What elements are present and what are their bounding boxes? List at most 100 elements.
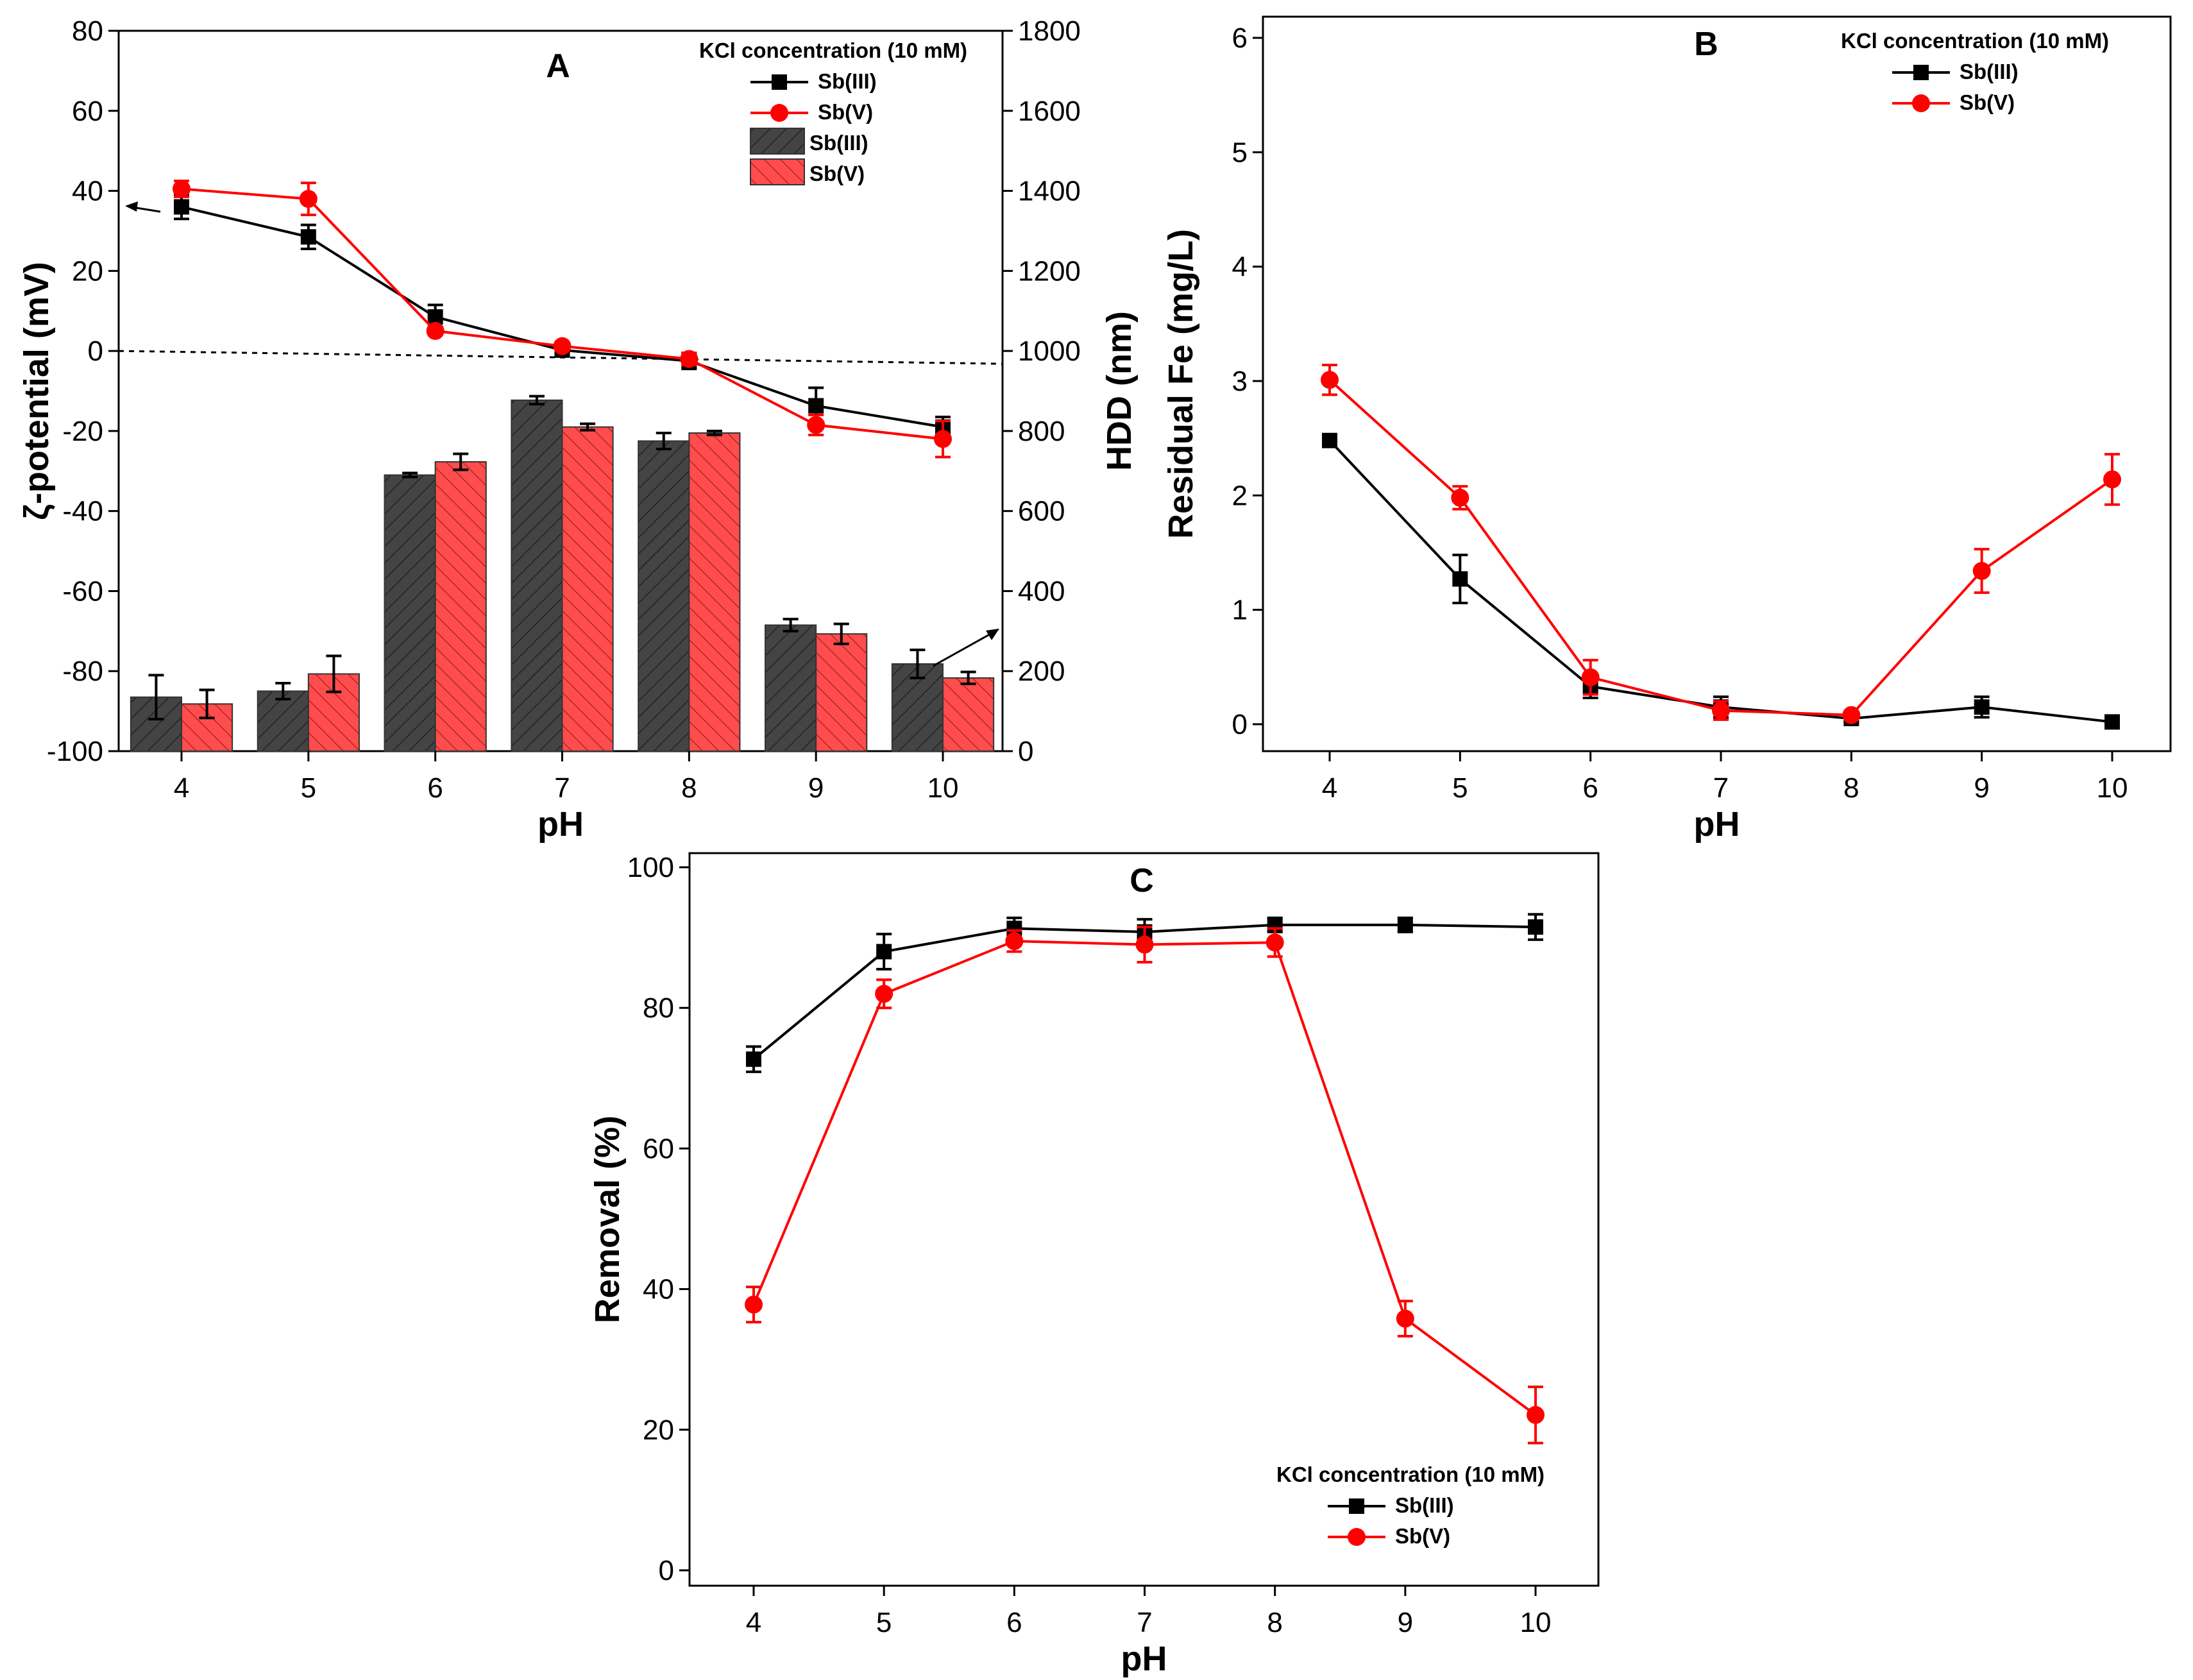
y2-tick-label: 400 [1018,575,1065,607]
point-sbv-ph9 [1972,562,1991,581]
bar-error-bar [275,681,291,700]
y2-tick-label: 1800 [1018,15,1081,47]
point-sbv-ph8 [680,350,699,368]
bar-error-bar [783,618,799,632]
bar-error-bar [910,649,926,679]
panel-c-removal: 0 20 40 60 80 100 4 5 6 7 8 9 10 pH Removal (%) C KCl co… [588,852,1600,1678]
y-axis-label: Removal (%) [588,1116,627,1323]
point-sbv-ph6 [426,321,445,340]
line-sbv [1328,378,2113,717]
point-sbv-ph6 [1581,668,1600,686]
point-sbv-ph4 [1321,371,1339,389]
y-tick-label: 0 [1232,709,1248,740]
x-tick-label: 8 [681,772,697,804]
x-tick-label: 6 [1006,1607,1022,1638]
y-axis-label: Residual Fe (mg/L) [1162,229,1200,539]
bar-sbiii-ph8 [638,440,690,752]
y-tick-label: 0 [659,1555,674,1586]
x-tick-label: 5 [1452,772,1468,804]
point-sbiii-ph5 [300,229,316,245]
point-sbv-ph9 [807,416,826,434]
legend-label: Sb(III) [818,69,877,93]
bar-error-bar [402,471,418,479]
point-sbiii-ph4 [174,199,189,215]
bar-error-bar [326,654,342,693]
point-sbiii-ph9 [1974,699,1990,715]
x-tick-label: 9 [1398,1607,1413,1638]
y-tick-label: 40 [643,1274,674,1305]
bar-sbv-ph7 [561,426,614,752]
y-tick-label: 60 [72,96,103,127]
point-sbiii-ph10 [1528,919,1543,935]
legend-title: KCl concentration (10 mM) [1276,1463,1545,1486]
y2-tick-label: 1200 [1018,255,1081,287]
x-tick-label: 10 [927,772,959,804]
legend-label: Sb(III) [1395,1493,1454,1517]
point-sbiii-ph4 [1322,432,1337,448]
x-tick-label: 7 [1713,772,1729,804]
x-tick-label: 6 [1582,772,1598,804]
point-sbv-ph10 [1527,1405,1545,1424]
arrow-left-head-icon [125,201,138,212]
point-sbv-ph9 [1396,1309,1414,1328]
bar-error-bar [833,622,849,645]
legend-label: Sb(V) [809,162,865,185]
bar-error-bar [148,674,164,721]
y-tick-label: 3 [1232,366,1248,397]
line-sbiii [181,205,944,428]
y-tick-label: -20 [62,416,103,447]
panel-b-residual-fe: 0 1 2 3 4 5 6 4 5 6 7 8 9 10 pH Residual Fe (mg/L) B KCl … [1162,15,2172,844]
panel-label: A [546,47,570,85]
y-tick-label: -100 [47,736,103,767]
point-sbv-ph10 [934,430,952,448]
x-tick-label: 7 [554,772,570,804]
legend: KCl concentration (10 mM) Sb(III) Sb(V) [1841,29,2109,114]
y-tick-label: -80 [62,656,103,687]
x-tick-label: 4 [746,1607,761,1638]
y-tick-label: 80 [72,15,103,47]
legend-label: Sb(III) [809,131,868,155]
point-sbv-ph6 [1005,932,1024,951]
legend-marker-icon [770,104,788,122]
point-sbv-ph7 [1135,935,1154,954]
y2-axis-label: HDD (nm) [1100,311,1139,471]
y-tick-label: 20 [643,1414,674,1446]
line-sbv [752,940,1537,1416]
x-tick-label: 5 [876,1607,892,1638]
x-tick-label: 10 [2097,772,2128,804]
x-axis-label: pH [538,805,584,844]
bar-error-bar [199,688,215,720]
x-tick-label: 10 [1520,1607,1552,1638]
legend-bar-swatch [750,128,805,155]
point-sbiii-ph4 [746,1051,761,1067]
x-axis-label: pH [1121,1640,1167,1678]
y-tick-label: 4 [1232,251,1248,283]
x-tick-label: 8 [1267,1607,1282,1638]
y2-tick-label: 1400 [1018,176,1081,207]
legend-label: Sb(V) [1395,1524,1450,1548]
point-sbiii-ph5 [1452,571,1468,587]
y-tick-label: -40 [62,496,103,527]
bar-error-bar [960,670,976,686]
legend-marker-icon [1913,65,1929,80]
legend-title: KCl concentration (10 mM) [1841,29,2109,53]
point-sbiii-ph5 [876,944,892,960]
legend-marker-icon [1349,1498,1364,1514]
point-sbv-ph8 [1842,706,1861,724]
y-tick-label: 100 [627,852,674,883]
legend-marker-icon [1348,1528,1366,1546]
legend-label: Sb(III) [1960,60,2019,83]
y-tick-label: 20 [72,255,103,287]
bar-sbiii-ph9 [765,624,817,752]
x-tick-label: 9 [808,772,824,804]
bar-error-bar [453,452,469,471]
point-sbv-ph4 [173,180,191,198]
bar-error-bar [529,395,545,406]
bar-sbv-ph9 [815,633,868,752]
y-tick-label: 80 [643,992,674,1024]
legend: KCl concentration (10 mM) Sb(III) Sb(V) [1276,1463,1545,1548]
bar-error-bar [656,432,672,450]
y-tick-label: 40 [72,176,103,207]
bar-sbiii-ph7 [511,399,563,752]
